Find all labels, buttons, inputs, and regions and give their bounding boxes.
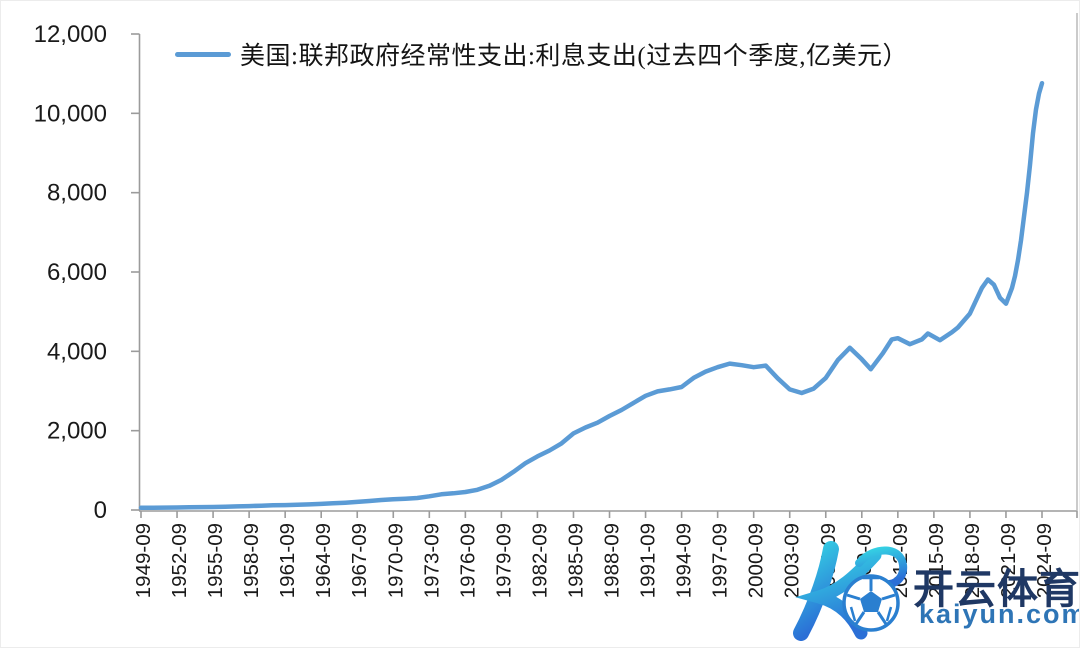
legend-label: 美国:联邦政府经常性支出:利息支出(过去四个季度,亿美元） [240,43,908,70]
x-tick-label: 1949-09 [132,523,155,598]
interest-expense-series-line [138,80,1045,511]
x-tick-label: 2000-09 [745,523,768,598]
y-tick-label: 6,000 [47,259,107,286]
x-tick-label: 1967-09 [348,523,371,598]
x-tick-label: 1952-09 [168,523,191,598]
x-tick-label: 1961-09 [276,523,299,598]
x-tick-label: 1970-09 [384,523,407,598]
x-tick-label: 2021-09 [997,523,1020,598]
x-tick-label: 1958-09 [240,523,263,598]
x-tick-label: 1976-09 [456,523,479,598]
y-tick-label: 10,000 [34,100,107,127]
x-tick-label: 1964-09 [312,523,335,598]
y-tick-label: 0 [94,497,107,524]
y-tick-label: 2,000 [47,418,107,445]
x-tick-label: 1973-09 [420,523,443,598]
x-tick-label: 1997-09 [709,523,732,598]
x-tick-label: 1994-09 [673,523,696,598]
x-tick-label: 1955-09 [204,523,227,598]
x-tick-label: 2018-09 [961,523,984,598]
x-tick-label: 2006-09 [817,523,840,598]
y-tick-label: 4,000 [47,338,107,365]
x-tick-label: 1979-09 [492,523,515,598]
x-tick-label: 2024-09 [1033,523,1056,598]
x-tick-label: 1985-09 [564,523,587,598]
x-tick-label: 2003-09 [781,523,804,598]
legend: 美国:联邦政府经常性支出:利息支出(过去四个季度,亿美元） [175,39,908,70]
y-tick-label: 8,000 [47,180,107,207]
x-tick-label: 2015-09 [925,523,948,598]
x-tick-label: 2009-09 [853,523,876,598]
x-tick-label: 2012-09 [889,523,912,598]
x-tick-label: 1988-09 [601,523,624,598]
x-tick-label: 1991-09 [637,523,660,598]
legend-line-swatch [175,51,231,57]
x-tick-label: 1982-09 [528,523,551,598]
y-tick-label: 12,000 [34,21,107,48]
